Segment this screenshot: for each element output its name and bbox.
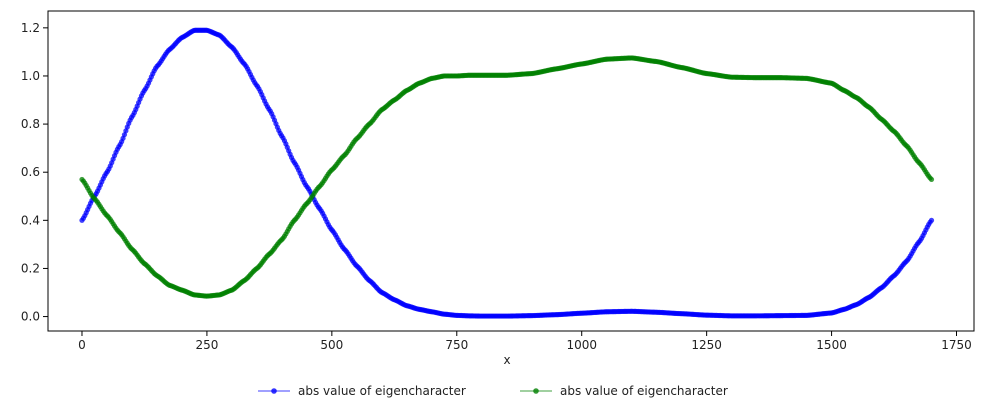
data-point — [928, 176, 935, 183]
legend-label: abs value of eigencharacter — [298, 384, 466, 398]
y-tick-label: 0.8 — [21, 117, 40, 131]
data-point — [928, 217, 935, 223]
legend-label: abs value of eigencharacter — [560, 384, 728, 398]
y-tick-label: 0.2 — [21, 261, 40, 275]
x-axis: 0 250 500 750 1000 1250 1500 1750 — [78, 331, 972, 352]
y-axis: 0.0 0.2 0.4 0.6 0.8 1.0 1.2 — [21, 21, 48, 324]
legend-marker — [271, 388, 277, 394]
plot-frame — [47, 10, 975, 332]
legend-marker — [533, 388, 539, 394]
series-layer — [79, 27, 935, 319]
x-tick-label: 1500 — [816, 338, 847, 352]
x-axis-title: x — [503, 353, 510, 367]
y-tick-label: 0.0 — [21, 310, 40, 324]
legend-item: abs value of eigencharacter — [258, 384, 466, 398]
plot-area — [48, 11, 974, 331]
legend: abs value of eigencharacter abs value of … — [258, 384, 728, 398]
legend-item: abs value of eigencharacter — [520, 384, 728, 398]
series-1 — [79, 27, 935, 319]
x-tick-label: 1000 — [566, 338, 597, 352]
x-tick-label: 250 — [195, 338, 218, 352]
y-tick-label: 0.4 — [21, 213, 40, 227]
series-2 — [79, 55, 935, 299]
y-tick-label: 1.0 — [21, 69, 40, 83]
x-tick-label: 1750 — [941, 338, 972, 352]
x-tick-label: 0 — [78, 338, 86, 352]
y-tick-label: 1.2 — [21, 21, 40, 35]
x-tick-label: 750 — [445, 338, 468, 352]
y-tick-label: 0.6 — [21, 165, 40, 179]
x-tick-label: 1250 — [691, 338, 722, 352]
x-tick-label: 500 — [320, 338, 343, 352]
